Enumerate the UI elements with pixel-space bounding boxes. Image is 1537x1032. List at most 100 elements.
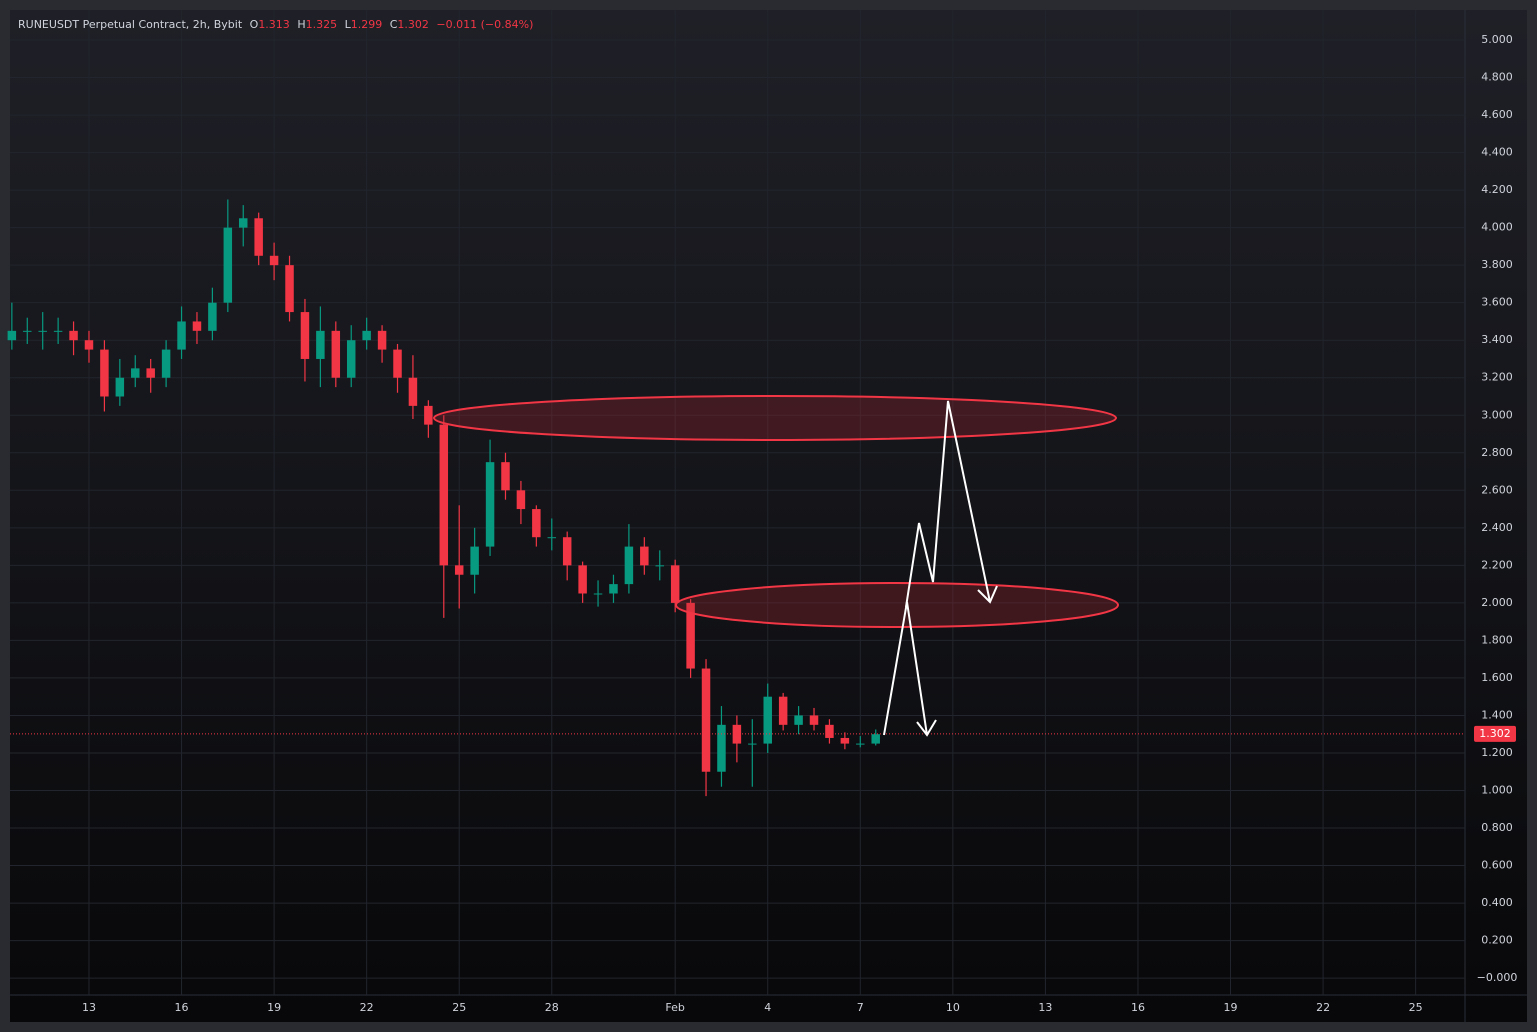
x-tick-label: Feb bbox=[665, 1001, 684, 1014]
x-tick-label: 28 bbox=[545, 1001, 559, 1014]
y-tick-label: 4.600 bbox=[1481, 108, 1513, 121]
candle-body bbox=[408, 377, 418, 406]
y-tick-label: 2.200 bbox=[1481, 558, 1513, 571]
legend-value: 1.313 bbox=[258, 18, 290, 31]
candle-body bbox=[485, 462, 495, 547]
x-tick-label: 22 bbox=[1316, 1001, 1330, 1014]
y-tick-label: 2.400 bbox=[1481, 521, 1513, 534]
candles bbox=[7, 199, 1465, 797]
candle-body bbox=[686, 602, 695, 669]
chart-background bbox=[10, 10, 1527, 1022]
x-tick-label: 4 bbox=[764, 1001, 771, 1014]
x-tick-label: 25 bbox=[452, 1001, 466, 1014]
last-price-tag bbox=[1474, 725, 1516, 742]
symbol: RUNEUSDT Perpetual Contract, 2h, Bybit bbox=[18, 18, 243, 31]
x-tick-label: 25 bbox=[1409, 1001, 1423, 1014]
y-tick-label: 4.200 bbox=[1481, 183, 1513, 196]
y-tick-label: 2.600 bbox=[1481, 483, 1513, 496]
x-tick-label: 13 bbox=[1038, 1001, 1052, 1014]
candle-body bbox=[177, 321, 186, 350]
candle-body bbox=[346, 340, 356, 378]
axes: −0.000 0.200 0.400 0.600 0.800 1.000 1.200 1.40… bbox=[82, 33, 1517, 1014]
candle-body bbox=[794, 715, 803, 725]
candle-body bbox=[239, 218, 248, 228]
candle-body bbox=[131, 368, 140, 378]
grid bbox=[10, 10, 1465, 995]
projection-arrow bbox=[905, 400, 991, 608]
x-tick-label: 7 bbox=[857, 1001, 864, 1014]
candle-body bbox=[470, 546, 479, 575]
candle-body bbox=[223, 227, 233, 303]
candle-body bbox=[393, 349, 402, 378]
y-tick-label: 3.800 bbox=[1481, 258, 1513, 271]
legend-value: 1.325 bbox=[306, 18, 338, 31]
candle-body bbox=[578, 565, 587, 594]
candle-body bbox=[146, 368, 155, 378]
candle-body bbox=[640, 546, 649, 566]
candle-body bbox=[701, 668, 711, 772]
candle-body bbox=[23, 330, 32, 332]
y-tick-label: −0.000 bbox=[1477, 971, 1518, 984]
candle-body bbox=[655, 565, 664, 567]
legend-value: 1.299 bbox=[351, 18, 383, 31]
y-tick-label: 3.000 bbox=[1481, 408, 1513, 421]
candle-body bbox=[424, 405, 433, 425]
drawings bbox=[433, 395, 1119, 737]
candle-body bbox=[501, 462, 510, 491]
candle-body bbox=[840, 737, 850, 744]
candle-body bbox=[362, 330, 371, 341]
arrow-head bbox=[916, 719, 937, 737]
y-tick-label: 0.200 bbox=[1481, 934, 1513, 947]
y-tick-label: 1.600 bbox=[1481, 671, 1513, 684]
candle-body bbox=[547, 537, 557, 539]
y-tick-label: 0.400 bbox=[1481, 896, 1513, 909]
x-tick-label: 19 bbox=[267, 1001, 281, 1014]
y-tick-label: 1.800 bbox=[1481, 633, 1513, 646]
candle-body bbox=[809, 715, 819, 725]
candle-body bbox=[115, 377, 125, 397]
y-tick-label: 4.400 bbox=[1481, 146, 1513, 159]
candle-body bbox=[300, 312, 310, 359]
candle-body bbox=[562, 537, 572, 566]
candle-body bbox=[69, 330, 78, 341]
y-tick-label: 2.800 bbox=[1481, 446, 1513, 459]
legend-key: L bbox=[345, 18, 352, 31]
candle-body bbox=[856, 743, 865, 745]
candle-body bbox=[38, 330, 47, 332]
candle-body bbox=[454, 565, 464, 575]
candle-body bbox=[254, 218, 263, 256]
y-tick-label: 2.000 bbox=[1481, 596, 1513, 609]
y-tick-label: 5.000 bbox=[1481, 33, 1513, 46]
y-tick-label: 0.600 bbox=[1481, 859, 1513, 872]
y-tick-label: 1.400 bbox=[1481, 708, 1513, 721]
y-tick-label: 3.600 bbox=[1481, 296, 1513, 309]
candle-body bbox=[285, 265, 294, 313]
x-tick-label: 16 bbox=[1131, 1001, 1145, 1014]
candle-body bbox=[208, 302, 217, 331]
candle-body bbox=[593, 593, 603, 595]
legend-key: C bbox=[390, 18, 398, 31]
legend-value: 1.302 bbox=[397, 18, 429, 31]
x-tick-label: 13 bbox=[82, 1001, 96, 1014]
candle-body bbox=[377, 330, 387, 350]
candle-body bbox=[100, 349, 109, 397]
y-tick-label: 4.000 bbox=[1481, 221, 1513, 234]
y-tick-label: 3.200 bbox=[1481, 371, 1513, 384]
candle-body bbox=[316, 330, 325, 359]
candle-body bbox=[670, 565, 680, 603]
candle-body bbox=[609, 584, 618, 594]
candle-body bbox=[825, 724, 834, 738]
candle-body bbox=[331, 330, 341, 378]
candle-body bbox=[516, 490, 526, 510]
candle-body bbox=[84, 340, 94, 350]
y-tick-label: 0.800 bbox=[1481, 821, 1513, 834]
candle-body bbox=[7, 330, 17, 341]
candle-body bbox=[53, 330, 63, 332]
candle-body bbox=[161, 349, 171, 378]
candle-body bbox=[532, 509, 541, 538]
legend-key: H bbox=[297, 18, 305, 31]
candle-body bbox=[748, 743, 757, 745]
legend-change: −0.011 (−0.84%) bbox=[436, 18, 533, 31]
last-price-label: 1.302 bbox=[1479, 727, 1511, 740]
